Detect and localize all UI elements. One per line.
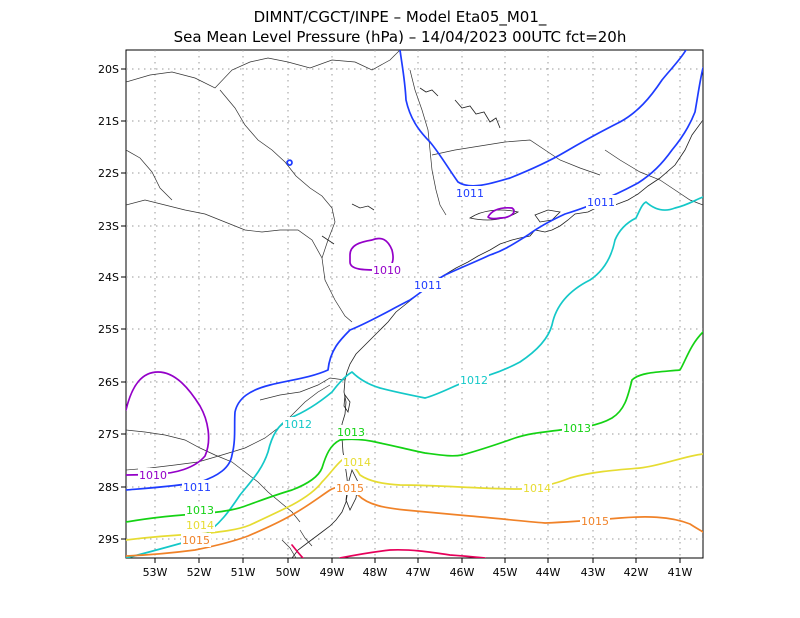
y-tick-label: 23S — [98, 220, 119, 233]
contour-label-1010: 1010 — [139, 469, 167, 482]
state-borders — [126, 50, 703, 558]
y-tick-label: 22S — [98, 167, 119, 180]
y-tick-label: 27S — [98, 428, 119, 441]
x-axis-labels: 53W 52W 51W 50W 49W 48W 47W 46W 45W 44W … — [143, 566, 693, 579]
contour-label-1011: 1011 — [183, 481, 211, 494]
contour-label-1012: 1012 — [284, 418, 312, 431]
y-tick-label: 21S — [98, 115, 119, 128]
y-tick-label: 28S — [98, 481, 119, 494]
x-tick-label: 49W — [320, 566, 345, 579]
contour-label-1015: 1015 — [182, 534, 210, 547]
title-line-1: DIMNT/CGCT/INPE – Model Eta05_M01_ — [254, 8, 547, 27]
contour-label-1015: 1015 — [336, 482, 364, 495]
title-line-2: Sea Mean Level Pressure (hPa) – 14/04/20… — [174, 28, 627, 46]
isobar-1015 — [126, 486, 703, 557]
isobar-1011-ring — [286, 159, 293, 166]
x-tick-label: 52W — [187, 566, 212, 579]
map-frame — [125, 49, 704, 559]
y-tick-label: 20S — [98, 63, 119, 76]
contour-label-1014: 1014 — [343, 456, 371, 469]
isobar-1016 — [339, 548, 486, 558]
x-tick-label: 47W — [406, 566, 431, 579]
isobar-1012 — [126, 196, 703, 558]
x-tick-label: 43W — [581, 566, 606, 579]
x-tick-label: 42W — [624, 566, 649, 579]
contour-label-1013: 1013 — [186, 504, 214, 517]
lakes — [321, 87, 501, 245]
contour-label-1011: 1011 — [587, 196, 615, 209]
isobar-1010-center — [349, 237, 394, 271]
contour-label-1012: 1012 — [460, 374, 488, 387]
isobar-1011-north — [399, 50, 687, 187]
tick-marks — [121, 68, 681, 563]
isobar-1011-main — [126, 67, 703, 491]
contour-labels: 1010 1010 1011 1011 1011 1011 1012 1012 … — [138, 186, 616, 547]
x-tick-label: 53W — [143, 566, 168, 579]
contour-label-1010: 1010 — [373, 264, 401, 277]
isobar-1010-small — [487, 206, 515, 220]
contour-label-1015: 1015 — [581, 515, 609, 528]
x-tick-label: 48W — [363, 566, 388, 579]
isobar-1016-west — [291, 544, 304, 558]
x-tick-label: 41W — [668, 566, 693, 579]
x-tick-label: 45W — [493, 566, 518, 579]
isobar-1014 — [126, 453, 703, 541]
y-tick-label: 29S — [98, 533, 119, 546]
gridlines — [126, 50, 703, 558]
contour-label-1011: 1011 — [414, 279, 442, 292]
isobar-1013 — [126, 331, 703, 523]
x-tick-label: 51W — [231, 566, 256, 579]
contour-label-1014: 1014 — [523, 482, 551, 495]
y-tick-label: 24S — [98, 271, 119, 284]
contour-label-1013: 1013 — [563, 422, 591, 435]
y-axis-labels: 20S 21S 22S 23S 24S 25S 26S 27S 28S 29S — [98, 63, 119, 546]
x-tick-label: 44W — [536, 566, 561, 579]
contour-label-1013: 1013 — [337, 426, 365, 439]
y-tick-label: 26S — [98, 376, 119, 389]
x-tick-label: 50W — [276, 566, 301, 579]
contour-label-1014: 1014 — [186, 519, 214, 532]
x-tick-label: 46W — [450, 566, 475, 579]
contour-label-1011: 1011 — [456, 187, 484, 200]
y-tick-label: 25S — [98, 323, 119, 336]
